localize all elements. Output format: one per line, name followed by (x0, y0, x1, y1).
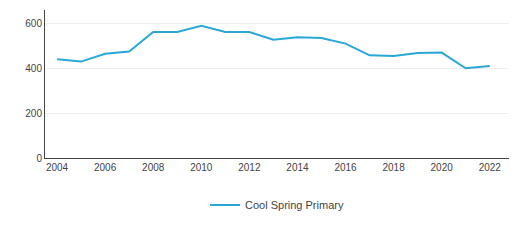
svg-text:600: 600 (25, 18, 42, 29)
svg-text:2014: 2014 (286, 162, 309, 173)
svg-text:2016: 2016 (334, 162, 357, 173)
svg-text:2022: 2022 (479, 162, 502, 173)
svg-text:Cool Spring Primary: Cool Spring Primary (245, 199, 344, 211)
svg-text:200: 200 (25, 108, 42, 119)
svg-text:2018: 2018 (382, 162, 405, 173)
svg-text:0: 0 (36, 153, 42, 164)
svg-text:2004: 2004 (46, 162, 69, 173)
svg-text:2006: 2006 (94, 162, 117, 173)
svg-text:2008: 2008 (142, 162, 165, 173)
svg-text:2012: 2012 (238, 162, 261, 173)
svg-text:400: 400 (25, 63, 42, 74)
svg-text:2020: 2020 (431, 162, 454, 173)
svg-text:2010: 2010 (190, 162, 213, 173)
